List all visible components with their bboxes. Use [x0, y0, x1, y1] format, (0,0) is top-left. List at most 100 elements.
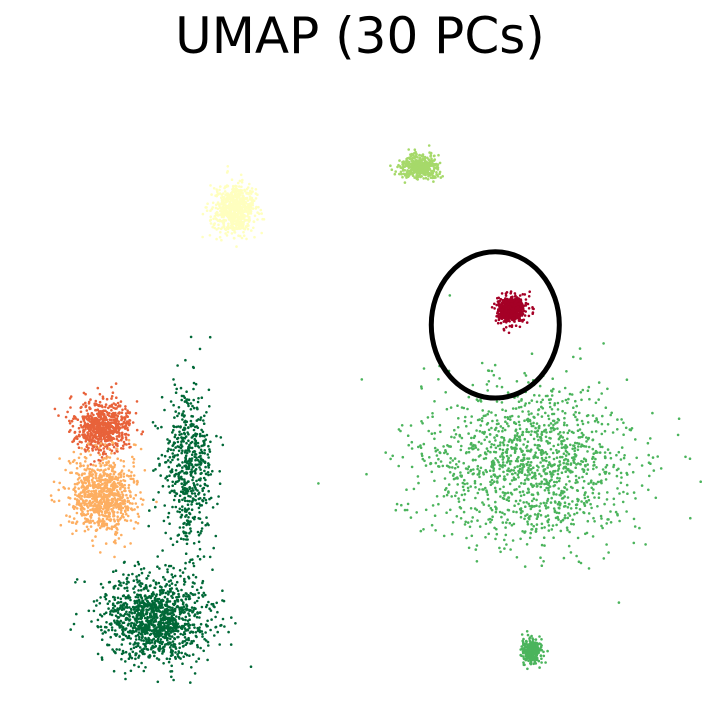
data-point: [196, 445, 200, 448]
data-point: [151, 599, 154, 603]
data-point: [530, 471, 534, 474]
data-point: [138, 637, 141, 641]
data-point: [136, 580, 139, 584]
data-point: [557, 479, 561, 483]
data-point: [505, 521, 508, 524]
data-point: [138, 635, 141, 639]
data-point: [451, 459, 455, 462]
data-point: [113, 596, 116, 599]
data-point: [431, 415, 434, 419]
data-point: [571, 518, 574, 522]
data-point: [131, 650, 135, 654]
data-point: [604, 478, 608, 481]
data-point: [76, 442, 80, 446]
data-point: [99, 464, 103, 467]
data-point: [467, 489, 470, 493]
data-point: [527, 413, 531, 416]
data-point: [487, 380, 491, 383]
data-point: [649, 437, 652, 440]
data-point: [563, 386, 567, 390]
data-point: [540, 543, 544, 547]
data-point: [558, 431, 562, 434]
data-point: [166, 515, 170, 519]
data-point: [132, 587, 135, 590]
data-point: [181, 662, 184, 665]
data-point: [120, 490, 124, 494]
data-point: [547, 491, 551, 495]
data-point: [494, 426, 498, 430]
data-point: [590, 479, 593, 483]
data-point: [199, 457, 203, 460]
data-point: [462, 406, 466, 410]
data-point: [199, 416, 203, 419]
data-point: [190, 440, 194, 444]
data-point: [555, 523, 558, 527]
data-point: [587, 482, 590, 486]
data-point: [167, 605, 171, 609]
data-point: [564, 483, 568, 486]
data-point: [548, 455, 551, 459]
data-point: [433, 431, 437, 435]
data-point: [137, 605, 140, 609]
data-point: [104, 405, 107, 409]
data-point: [102, 493, 106, 496]
data-point: [156, 565, 159, 568]
data-point: [176, 436, 180, 440]
data-point: [476, 418, 480, 422]
data-point: [151, 421, 155, 424]
data-point: [430, 432, 434, 436]
data-point: [101, 586, 105, 589]
data-point: [184, 615, 188, 619]
data-point: [187, 467, 190, 471]
data-point: [594, 430, 598, 433]
data-point: [145, 624, 149, 628]
data-point: [121, 627, 125, 630]
data-point: [592, 456, 595, 459]
data-point: [154, 612, 158, 616]
data-point: [493, 363, 497, 367]
data-point: [428, 456, 431, 459]
data-point: [124, 436, 128, 439]
data-point: [88, 438, 91, 441]
data-point: [104, 423, 107, 427]
data-point: [112, 427, 116, 430]
data-point: [112, 492, 116, 495]
data-point: [162, 599, 165, 603]
data-point: [171, 543, 175, 547]
data-point: [497, 430, 500, 433]
data-point: [586, 468, 590, 471]
data-point: [490, 465, 494, 469]
data-point: [597, 492, 601, 495]
data-point: [461, 481, 465, 485]
data-point: [190, 463, 193, 467]
data-point: [105, 498, 108, 502]
data-point: [172, 448, 175, 452]
data-point: [201, 579, 205, 583]
data-point: [199, 504, 202, 507]
data-point: [91, 497, 94, 500]
data-point: [103, 595, 107, 599]
data-point: [161, 549, 164, 552]
data-point: [201, 212, 205, 216]
data-point: [205, 501, 208, 505]
data-point: [78, 434, 81, 438]
data-point: [171, 575, 175, 579]
data-point: [192, 573, 195, 577]
data-point: [101, 517, 105, 521]
data-point: [103, 625, 107, 629]
data-point: [122, 651, 125, 655]
data-point: [572, 444, 575, 447]
data-point: [501, 465, 504, 469]
data-point: [501, 521, 505, 524]
data-point: [538, 435, 542, 439]
data-point: [529, 461, 533, 464]
data-point: [136, 560, 140, 564]
data-point: [166, 639, 169, 642]
data-point: [184, 515, 187, 518]
data-point: [79, 504, 82, 507]
data-point: [115, 633, 119, 636]
data-point: [592, 460, 596, 464]
data-point: [86, 424, 90, 428]
data-point: [139, 616, 143, 619]
data-point: [105, 490, 108, 493]
